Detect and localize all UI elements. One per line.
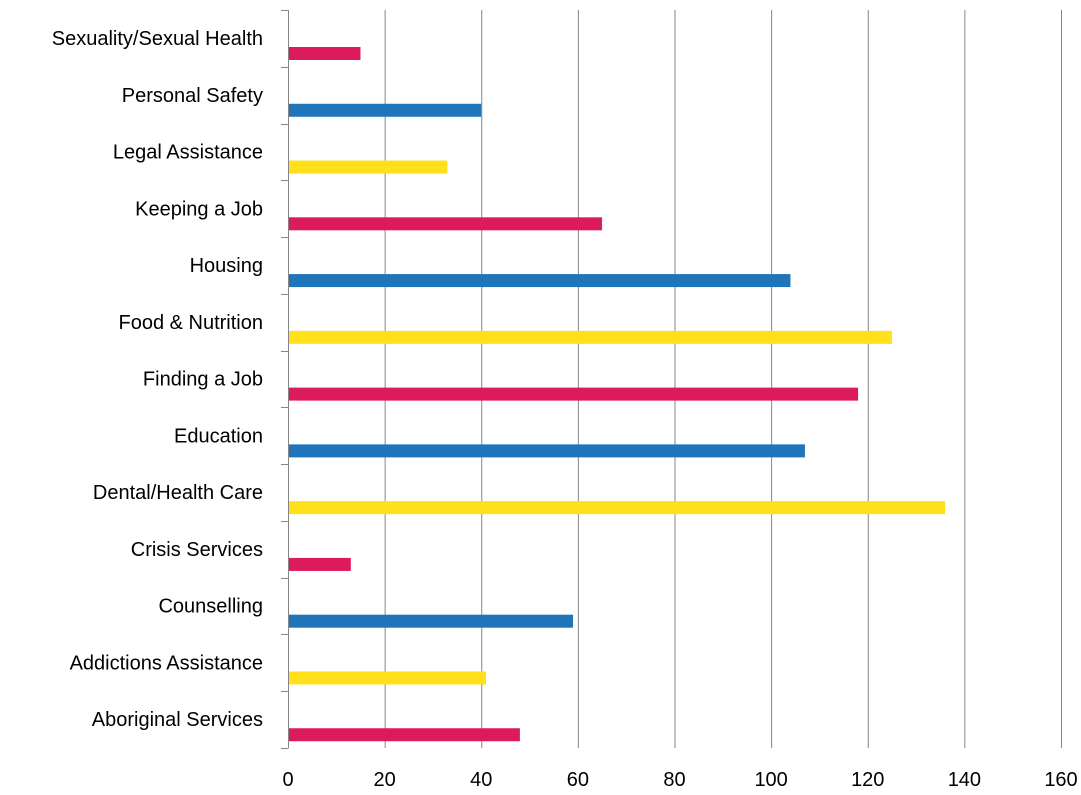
x-tick-label-120: 120 [851,769,884,791]
x-tick-label-80: 80 [663,769,685,791]
bar-legal-assistance [289,160,448,174]
bar-addictions-assistance [289,671,487,685]
category-label-housing: Housing [190,255,263,277]
bar-finding-a-job [289,387,859,401]
category-label-food-nutrition: Food & Nutrition [118,312,263,334]
x-tick-label-140: 140 [948,769,981,791]
bar-personal-safety [289,103,482,117]
category-label-counselling: Counselling [158,596,263,618]
category-label-education: Education [174,425,263,447]
category-label-addictions-assistance: Addictions Assistance [70,652,263,674]
category-label-sexuality-sexual-health: Sexuality/Sexual Health [52,28,263,50]
category-labels: Sexuality/Sexual Health Personal Safety Le… [52,28,263,731]
bar-sexuality-sexual-health [289,47,361,60]
category-label-legal-assistance: Legal Assistance [113,142,263,164]
x-tick-label-0: 0 [282,769,293,791]
bar-housing [289,274,791,288]
x-tick-label-100: 100 [754,769,787,791]
category-axis [281,10,289,749]
category-label-dental-health-care: Dental/Health Care [93,482,263,504]
category-label-finding-a-job: Finding a Job [143,369,263,391]
bars [289,47,946,742]
category-label-crisis-services: Crisis Services [131,539,263,561]
x-tick-label-20: 20 [374,769,396,791]
bar-crisis-services [289,557,351,571]
bar-food-nutrition [289,330,892,344]
bar-education [289,444,805,458]
x-tick-label-40: 40 [470,769,492,791]
bar-counselling [289,614,574,628]
bar-keeping-a-job [289,217,603,231]
category-label-personal-safety: Personal Safety [122,85,263,107]
category-label-aboriginal-services: Aboriginal Services [92,709,263,731]
bar-aboriginal-services [289,728,520,742]
gridlines [384,10,1062,748]
value-tick-labels: 0 20 40 60 80 100 120 140 160 [282,769,1077,791]
x-tick-label-60: 60 [567,769,589,791]
category-label-keeping-a-job: Keeping a Job [135,198,263,220]
x-tick-label-160: 160 [1044,769,1077,791]
bar-dental-health-care [289,501,946,515]
